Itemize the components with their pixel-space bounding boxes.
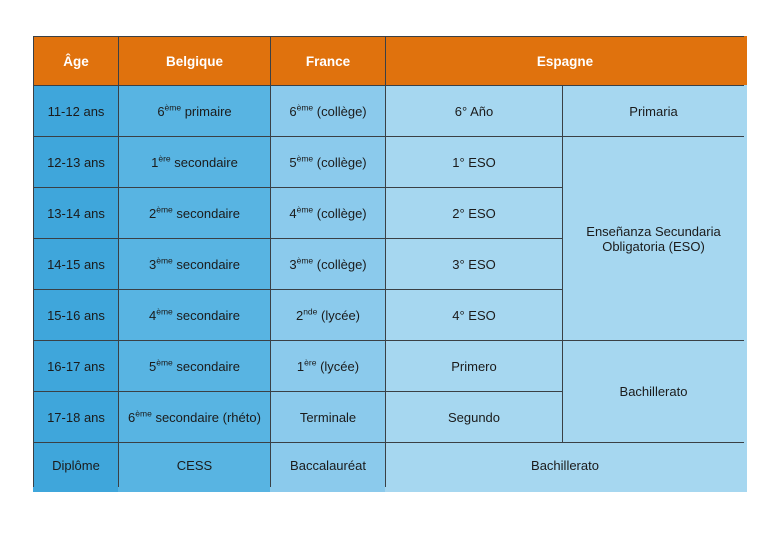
cell-text: 5 (289, 154, 297, 170)
cell-text: primaire (181, 103, 232, 119)
ordinal-suffix: nde (303, 306, 318, 317)
ordinal-suffix: ère (158, 153, 171, 164)
cell-france-17-18: Terminale (270, 391, 386, 443)
cell-text: Terminale (299, 409, 357, 425)
cell-age-16-17: 16-17 ans (33, 340, 119, 392)
ordinal-suffix: ème (296, 102, 314, 113)
cell-belgium-14-15: 3ème secondaire (118, 238, 271, 290)
cell-diploma-france: Baccalauréat (270, 442, 386, 488)
cell-text: 1 (151, 154, 159, 170)
cell-text: 6 (128, 409, 136, 425)
cell-age-15-16: 15-16 ans (33, 289, 119, 341)
cell-age-14-15: 14-15 ans (33, 238, 119, 290)
cell-text: secondaire (170, 154, 238, 170)
cell-text: secondaire (rhéto) (151, 409, 261, 425)
ordinal-suffix: ère (304, 357, 317, 368)
cell-belgium-15-16: 4ème secondaire (118, 289, 271, 341)
cell-spain-grade-12-13: 1° ESO (385, 136, 563, 188)
cell-text: 4 (289, 205, 297, 221)
cell-age-17-18: 17-18 ans (33, 391, 119, 443)
cell-belgium-12-13: 1ère secondaire (118, 136, 271, 188)
cell-text: 2 (295, 307, 304, 323)
cell-spain-grade-16-17: Primero (385, 340, 563, 392)
cell-spain-grade-17-18: Segundo (385, 391, 563, 443)
cell-france-12-13: 5ème (collège) (270, 136, 386, 188)
cell-text: (collège) (313, 103, 367, 119)
cell-text: 3 (149, 256, 157, 272)
cell-france-16-17: 1ère (lycée) (270, 340, 386, 392)
table-row: 16-17 ans 5ème secondaire 1ère (lycée) P… (33, 340, 745, 443)
cell-text: 2 (149, 205, 157, 221)
ordinal-suffix: ème (156, 204, 173, 215)
cell-text: 5 (149, 358, 157, 374)
cell-text: (lycée) (316, 358, 360, 374)
cell-spain-stage-eso: Enseñanza Secundaria Obligatoria (ESO) (562, 136, 745, 341)
cell-france-14-15: 3ème (collège) (270, 238, 386, 290)
cell-spain-grade-15-16: 4° ESO (385, 289, 563, 341)
cell-text: 6 (289, 103, 297, 119)
header-france: France (270, 36, 386, 86)
cell-text: 1 (296, 358, 305, 374)
cell-france-13-14: 4ème (collège) (270, 187, 386, 239)
cell-text: secondaire (172, 256, 240, 272)
cell-text: secondaire (172, 307, 240, 323)
cell-belgium-11-12: 6ème primaire (118, 85, 271, 137)
table-row: 11-12 ans 6ème primaire 6ème (collège) 6… (33, 85, 745, 137)
cell-spain-stage-bachillerato: Bachillerato (562, 340, 745, 443)
cell-diploma-label: Diplôme (33, 442, 119, 488)
ordinal-suffix: ème (164, 102, 182, 113)
cell-spain-grade-14-15: 3° ESO (385, 238, 563, 290)
table-right-edge (744, 36, 747, 492)
cell-belgium-17-18: 6ème secondaire (rhéto) (118, 391, 271, 443)
education-comparison-table: Âge Belgique France Espagne 11-12 ans 6è… (33, 36, 747, 492)
cell-spain-stage-primaria: Primaria (562, 85, 745, 137)
cell-text: secondaire (172, 205, 240, 221)
cell-diploma-spain: Bachillerato (385, 442, 745, 488)
cell-belgium-13-14: 2ème secondaire (118, 187, 271, 239)
table-row: 12-13 ans 1ère secondaire 5ème (collège)… (33, 136, 745, 341)
cell-text: 4 (149, 307, 157, 323)
cell-text: (collège) (313, 154, 367, 170)
table-row: 15-16 ans 4ème secondaire 2nde (lycée) 4… (33, 289, 745, 341)
cell-diploma-belgium: CESS (118, 442, 271, 488)
ordinal-suffix: ème (296, 153, 314, 164)
ordinal-suffix: ème (156, 255, 173, 266)
header-age: Âge (33, 36, 119, 86)
education-systems-table: Âge Belgique France Espagne 11-12 ans 6è… (33, 36, 745, 488)
cell-text: (collège) (313, 205, 367, 221)
ordinal-suffix: ème (156, 357, 173, 368)
cell-text: (collège) (313, 256, 367, 272)
table-row: 17-18 ans 6ème secondaire (rhéto) Termin… (33, 391, 745, 443)
diploma-row: Diplôme CESS Baccalauréat Bachillerato (33, 442, 745, 488)
cell-spain-grade-13-14: 2° ESO (385, 187, 563, 239)
cell-belgium-16-17: 5ème secondaire (118, 340, 271, 392)
cell-age-12-13: 12-13 ans (33, 136, 119, 188)
header-row: Âge Belgique France Espagne (33, 36, 745, 86)
header-spain: Espagne (385, 36, 745, 86)
header-belgium: Belgique (118, 36, 271, 86)
cell-text: 3 (289, 256, 297, 272)
table-bottom-edge (33, 487, 744, 492)
cell-text: secondaire (172, 358, 240, 374)
cell-age-11-12: 11-12 ans (33, 85, 119, 137)
cell-text: 6 (157, 103, 165, 119)
ordinal-suffix: ème (135, 408, 152, 419)
cell-france-15-16: 2nde (lycée) (270, 289, 386, 341)
cell-spain-grade-11-12: 6° Año (385, 85, 563, 137)
cell-age-13-14: 13-14 ans (33, 187, 119, 239)
cell-text: (lycée) (317, 307, 361, 323)
cell-france-11-12: 6ème (collège) (270, 85, 386, 137)
ordinal-suffix: ème (296, 255, 314, 266)
ordinal-suffix: ème (296, 204, 314, 215)
ordinal-suffix: ème (156, 306, 173, 317)
